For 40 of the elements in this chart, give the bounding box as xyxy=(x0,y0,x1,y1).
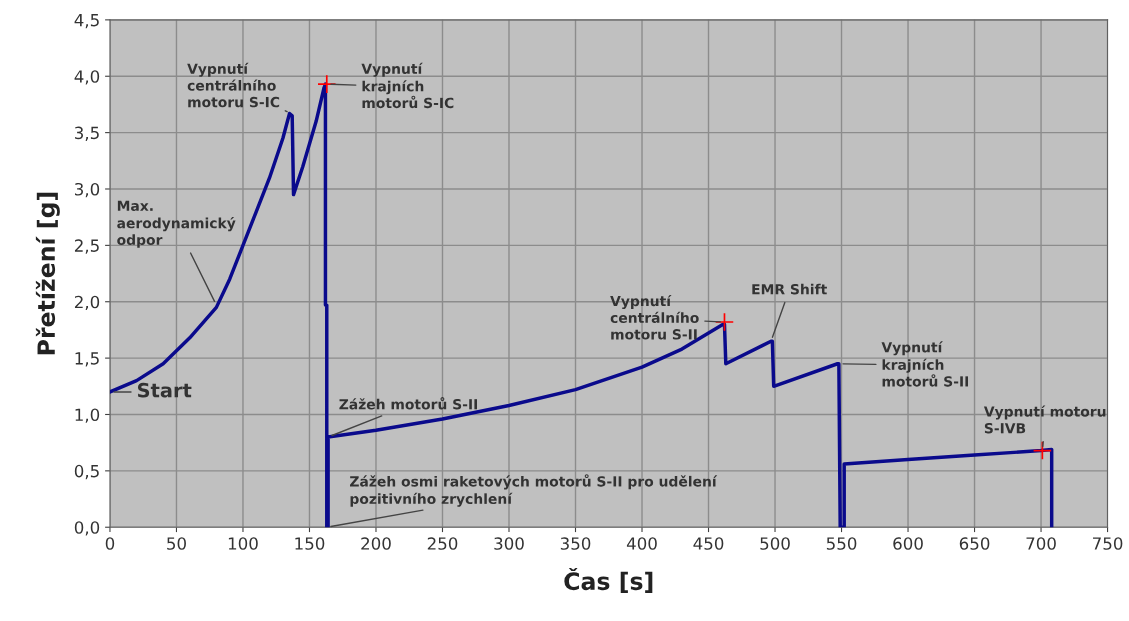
y-tick-label: 1,5 xyxy=(75,352,99,367)
x-tick-label: 400 xyxy=(626,537,657,550)
x-tick-label: 300 xyxy=(494,537,524,550)
annotation: Start xyxy=(137,382,192,398)
annotation: Vypnutí krajních motorů S-II xyxy=(881,341,969,387)
annotation: EMR Shift xyxy=(752,283,827,295)
y-tick-label: 4,0 xyxy=(74,70,100,85)
y-tick-label: 0,0 xyxy=(74,521,100,536)
y-tick-label: 2,5 xyxy=(74,239,99,254)
x-tick-label: 50 xyxy=(167,537,186,550)
x-tick-label: 350 xyxy=(560,537,591,550)
annotation: Vypnutí centrálního motoru S-IC xyxy=(187,62,280,108)
y-tick-label: 3,0 xyxy=(75,182,100,198)
x-tick-label: 750 xyxy=(1093,537,1123,550)
x-tick-label: 600 xyxy=(893,537,923,550)
x-tick-label: 150 xyxy=(295,537,325,550)
x-tick-label: 250 xyxy=(427,537,458,550)
x-tick-label: 700 xyxy=(1026,537,1056,550)
x-tick-label: 0 xyxy=(105,537,115,550)
annotation: Zážeh osmi raketových motorů S-II pro udělení pozitivního zrychlení xyxy=(350,474,718,507)
annotation: Vypnutí centrálního motoru S-II xyxy=(610,294,699,340)
x-tick-label: 550 xyxy=(826,537,857,550)
point xyxy=(317,74,337,94)
x-axis-title: Čas [s] xyxy=(564,567,653,593)
x-tick-label: 100 xyxy=(228,537,258,550)
y-axis-title: Přetížení [g] xyxy=(35,192,60,355)
y-tick-label: 4,5 xyxy=(74,14,99,29)
annotation: Vypnutí krajních motorů S-IC xyxy=(361,62,454,109)
y-tick-label: 1,0 xyxy=(75,408,100,423)
x-tick-label: 450 xyxy=(693,537,724,550)
annotation: Max. aerodynamický odpor xyxy=(117,200,236,248)
y-tick-label: 0,5 xyxy=(74,464,99,480)
x-tick-label: 500 xyxy=(760,537,790,550)
y-tick-label: 2,0 xyxy=(74,295,100,311)
point xyxy=(714,312,735,332)
annotation: Zážeh motorů S-II xyxy=(339,397,477,410)
x-tick-label: 200 xyxy=(361,537,391,550)
annotation: Vypnutí motoru S-IVB xyxy=(983,405,1106,434)
y-tick-label: 3,5 xyxy=(75,126,99,141)
x-tick-label: 650 xyxy=(959,537,990,550)
